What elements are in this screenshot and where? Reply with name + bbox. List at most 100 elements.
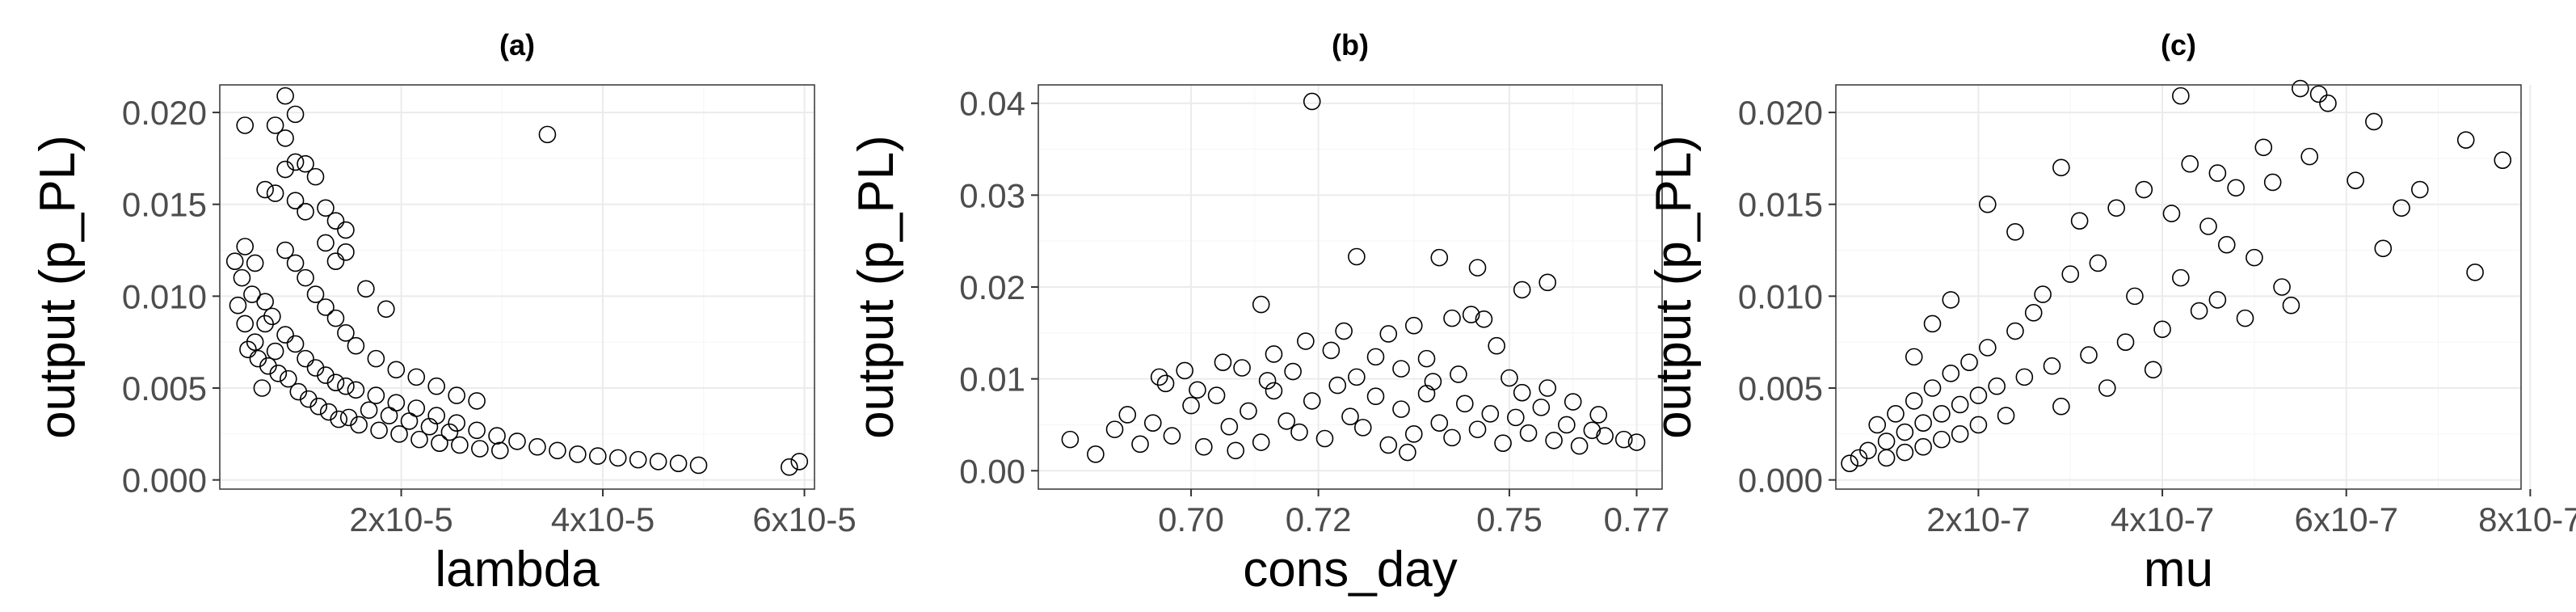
- data-point: [1424, 373, 1442, 390]
- data-point: [528, 437, 546, 456]
- panel-1: 2x10-5 4x10-5 6x10-5 0.000 0.005 0.010 0.015 0.…: [30, 28, 857, 597]
- data-point: [2135, 180, 2153, 199]
- data-point: [410, 430, 428, 449]
- data-point: [229, 296, 247, 314]
- data-point: [629, 450, 647, 469]
- x-tick-label: 4x10-7: [2111, 500, 2214, 538]
- x-axis-title: mu: [2144, 542, 2213, 597]
- x-tick-label: 6x10-7: [2295, 500, 2398, 538]
- data-point: [1417, 349, 1436, 368]
- data-point: [339, 408, 358, 427]
- data-point: [280, 369, 297, 388]
- y-tick-label: 0.000: [122, 462, 207, 500]
- data-point: [1979, 195, 1997, 213]
- x-axis-title: lambda: [435, 542, 600, 597]
- data-point: [337, 377, 355, 395]
- data-point: [1475, 310, 1493, 328]
- data-point: [236, 116, 254, 134]
- data-point: [1519, 424, 1538, 442]
- data-point: [2153, 320, 2171, 339]
- data-point: [1558, 416, 1576, 434]
- plot-background: [1836, 85, 2521, 489]
- data-point: [2190, 302, 2208, 320]
- data-point: [2116, 333, 2135, 351]
- data-point: [1468, 259, 1487, 276]
- y-axis-title: output (p_PL): [30, 135, 86, 439]
- data-point: [2006, 223, 2024, 241]
- data-point: [246, 333, 264, 351]
- data-point: [1942, 365, 1960, 382]
- y-tick-label: 0.02: [959, 268, 1025, 306]
- data-point: [1905, 348, 1923, 366]
- data-point: [1614, 430, 1633, 449]
- data-point: [1997, 407, 2015, 424]
- x-tick-label: 8x10-7: [2478, 500, 2576, 538]
- data-point: [1353, 419, 1372, 437]
- data-point: [420, 417, 439, 436]
- data-point: [689, 456, 708, 475]
- data-point: [297, 268, 314, 287]
- x-axis-title: cons_day: [1243, 542, 1457, 597]
- data-point: [1455, 395, 1474, 413]
- data-point: [276, 160, 294, 179]
- panel-label: (a): [499, 28, 535, 61]
- x-tick-label: 4x10-5: [551, 500, 655, 538]
- data-point: [440, 423, 459, 441]
- data-point: [2300, 147, 2319, 166]
- data-point: [263, 307, 281, 326]
- data-point: [1988, 377, 2006, 395]
- data-point: [1404, 425, 1423, 443]
- data-point: [2070, 212, 2089, 230]
- data-point: [1315, 429, 1334, 448]
- data-point: [1297, 332, 1315, 350]
- data-point: [380, 407, 398, 424]
- data-point: [451, 436, 469, 454]
- data-point: [370, 421, 388, 440]
- y-tick-label: 0.01: [959, 361, 1025, 399]
- data-point: [2236, 309, 2254, 327]
- data-point: [276, 87, 294, 105]
- data-point: [317, 234, 335, 252]
- data-point: [448, 414, 465, 432]
- data-point: [337, 221, 355, 239]
- data-point: [1182, 396, 1200, 415]
- data-point: [1417, 385, 1436, 403]
- data-point: [1951, 425, 1969, 443]
- data-point: [2494, 151, 2512, 169]
- data-point: [1933, 405, 1951, 423]
- data-point: [1150, 368, 1168, 386]
- data-point: [297, 203, 314, 221]
- y-tick-label: 0.020: [122, 94, 207, 132]
- data-point: [1979, 339, 1997, 357]
- data-point: [1156, 374, 1175, 393]
- data-point: [1923, 379, 1942, 397]
- data-point: [1494, 434, 1512, 452]
- data-point: [427, 377, 446, 395]
- data-point: [2024, 304, 2043, 322]
- data-point: [2080, 346, 2098, 364]
- data-point: [781, 458, 798, 476]
- data-point: [1277, 412, 1296, 430]
- data-point: [2162, 205, 2181, 222]
- data-point: [1252, 295, 1270, 314]
- y-tick-label: 0.005: [1738, 369, 1823, 407]
- data-point: [326, 309, 345, 327]
- data-point: [1887, 405, 1905, 423]
- data-point: [1564, 393, 1582, 411]
- data-point: [2273, 278, 2291, 296]
- data-point: [233, 268, 251, 287]
- data-point: [2319, 94, 2337, 112]
- data-point: [588, 447, 607, 465]
- data-point: [1583, 421, 1602, 440]
- y-tick-label: 0.010: [1738, 277, 1823, 315]
- data-point: [2466, 264, 2484, 281]
- data-point: [1545, 431, 1563, 450]
- x-tick-label: 0.75: [1476, 500, 1543, 538]
- data-point: [468, 392, 486, 410]
- data-point: [236, 314, 254, 333]
- data-point: [2172, 268, 2190, 287]
- data-point: [236, 238, 254, 255]
- data-point: [1914, 437, 1932, 456]
- data-point: [2052, 397, 2070, 416]
